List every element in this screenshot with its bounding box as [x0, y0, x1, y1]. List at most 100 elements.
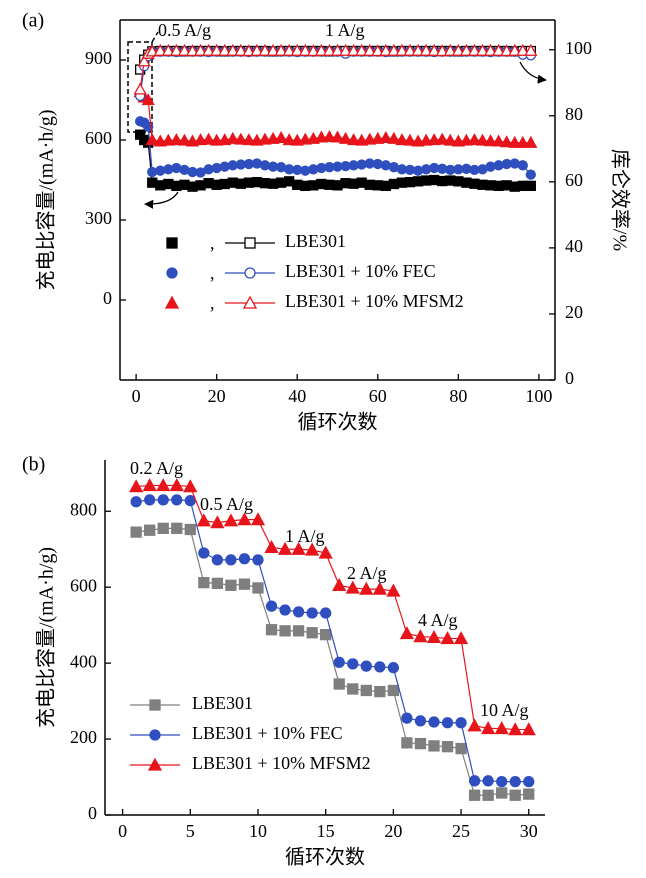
marker: [277, 541, 293, 555]
marker: [290, 43, 304, 56]
y2-tick-label: 80: [565, 104, 583, 124]
marker: [314, 130, 328, 143]
marker: [347, 658, 359, 670]
legend-label: LBE301 + 10% FEC: [192, 723, 343, 743]
marker: [428, 716, 440, 728]
x-tick-label: 20: [384, 821, 402, 841]
marker: [360, 684, 372, 697]
annotation: 0.5 A/g: [200, 494, 253, 514]
y-tick-label: 600: [70, 575, 97, 595]
marker: [387, 43, 401, 56]
marker: [169, 133, 183, 146]
marker: [225, 579, 237, 591]
marker: [414, 737, 427, 750]
marker: [508, 43, 522, 56]
marker: [338, 131, 353, 144]
marker: [483, 134, 498, 147]
marker: [322, 129, 337, 142]
x-tick-label: 10: [249, 821, 267, 841]
marker: [210, 43, 224, 56]
annotation: 0.5 A/g: [158, 20, 211, 40]
marker: [386, 583, 401, 597]
y2-axis-label: 库仑效率/%: [608, 149, 631, 251]
x-tick-label: 15: [317, 821, 335, 841]
panel-label: (a): [22, 10, 44, 32]
series-line: [139, 51, 531, 97]
marker: [395, 43, 409, 56]
marker: [427, 43, 441, 56]
marker: [345, 580, 360, 594]
marker: [144, 524, 156, 536]
marker: [183, 479, 198, 493]
marker: [492, 43, 506, 56]
marker: [413, 629, 428, 643]
y-tick-label: 900: [85, 48, 112, 68]
legend-separator: ,: [210, 233, 215, 253]
marker: [250, 43, 264, 56]
marker: [395, 133, 409, 146]
y2-tick-label: 0: [565, 368, 574, 388]
marker: [459, 43, 473, 56]
marker: [238, 553, 251, 565]
marker: [157, 494, 169, 506]
marker: [517, 160, 528, 171]
marker: [428, 740, 440, 752]
marker: [318, 545, 333, 559]
marker: [459, 133, 473, 146]
marker: [332, 577, 347, 591]
marker: [153, 43, 167, 56]
marker: [279, 625, 291, 637]
marker: [411, 43, 425, 56]
marker: [419, 43, 433, 56]
marker: [387, 131, 401, 144]
marker: [379, 131, 393, 144]
marker: [306, 44, 320, 57]
arrow-right-axis: [519, 61, 547, 84]
y-tick-label: 400: [70, 651, 97, 671]
marker: [169, 478, 184, 492]
x-tick-label: 20: [208, 386, 226, 406]
marker: [443, 133, 457, 146]
marker: [292, 606, 305, 618]
marker: [525, 180, 536, 192]
marker: [414, 715, 427, 727]
marker: [521, 722, 536, 736]
x-tick-label: 25: [452, 821, 470, 841]
marker: [234, 43, 248, 56]
marker: [306, 607, 318, 619]
marker: [282, 43, 296, 56]
marker: [330, 130, 345, 143]
marker: [242, 133, 256, 146]
marker: [242, 44, 256, 57]
marker: [427, 133, 441, 146]
marker: [403, 133, 417, 146]
marker: [441, 717, 454, 729]
series-line: [136, 527, 529, 796]
marker: [374, 685, 386, 698]
marker: [291, 541, 306, 555]
marker: [193, 43, 208, 56]
marker: [468, 789, 481, 801]
marker: [265, 600, 278, 612]
legend-label: LBE301 + 10% MFSM2: [285, 291, 464, 311]
marker: [475, 43, 490, 56]
marker: [387, 684, 400, 697]
marker: [196, 513, 211, 527]
marker: [371, 44, 385, 57]
x-tick-label: 100: [525, 386, 552, 406]
y2-tick-label: 60: [565, 170, 583, 190]
marker: [482, 775, 494, 787]
marker: [475, 133, 490, 146]
marker: [399, 626, 415, 640]
marker: [426, 629, 442, 643]
marker: [509, 775, 521, 788]
legend-marker: [164, 295, 180, 309]
marker: [468, 775, 481, 787]
marker: [372, 581, 387, 595]
marker: [419, 133, 433, 146]
annotation: 2 A/g: [347, 563, 387, 583]
marker: [455, 717, 467, 729]
marker: [234, 132, 248, 145]
marker: [137, 54, 151, 67]
